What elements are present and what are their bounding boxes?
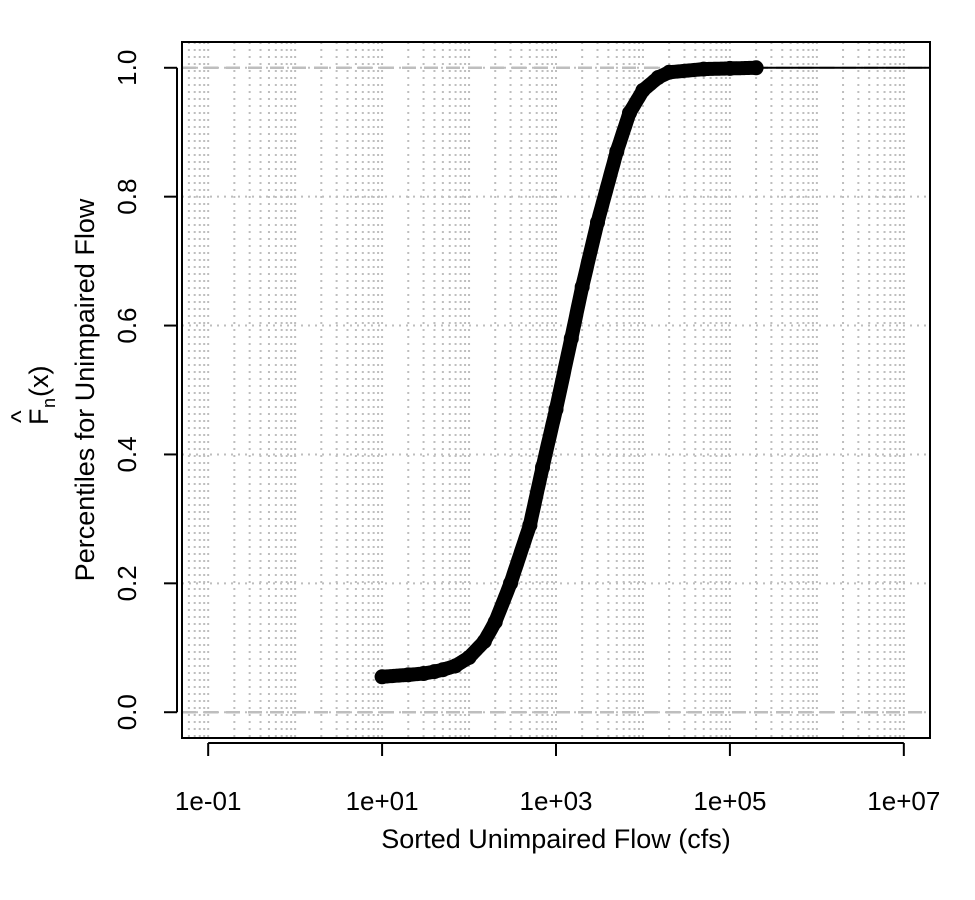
x-axis: 1e-01 1e+01 1e+03 1e+05 1e+07 bbox=[175, 742, 940, 816]
y-tick-label: 0.2 bbox=[112, 565, 142, 601]
x-tick-label: 1e+01 bbox=[346, 786, 419, 816]
y-tick-label: 0.8 bbox=[112, 179, 142, 215]
y-axis: 0.0 0.2 0.4 0.6 0.8 1.0 bbox=[112, 50, 178, 730]
y-tick-label: 1.0 bbox=[112, 50, 142, 86]
y-axis-title-line2: ^ F n (x) bbox=[6, 366, 59, 425]
x-tick-label: 1e+07 bbox=[867, 786, 940, 816]
plot-frame bbox=[181, 41, 931, 739]
ecdf-point bbox=[448, 658, 464, 674]
ecdf-point bbox=[548, 401, 564, 417]
ecdf-series bbox=[374, 60, 930, 685]
ecdf-point bbox=[635, 82, 651, 98]
ecdf-point bbox=[476, 633, 492, 649]
ecdf-point bbox=[563, 330, 579, 346]
ecdf-point bbox=[621, 105, 637, 121]
y-axis-title-hat: ^ bbox=[6, 410, 36, 423]
ecdf-point bbox=[696, 61, 712, 77]
ecdf-point bbox=[661, 64, 677, 80]
x-axis-title: Sorted Unimpaired Flow (cfs) bbox=[381, 824, 731, 854]
ecdf-point bbox=[535, 459, 551, 475]
y-tick-label: 0.0 bbox=[112, 694, 142, 730]
ecdf-point bbox=[400, 667, 416, 683]
x-tick-label: 1e+03 bbox=[519, 786, 592, 816]
ecdf-point bbox=[589, 214, 605, 230]
ecdf-point bbox=[722, 60, 738, 76]
x-tick-label: 1e+05 bbox=[693, 786, 766, 816]
ecdf-point bbox=[522, 517, 538, 533]
ecdf-point bbox=[435, 662, 451, 678]
ecdf-point bbox=[609, 144, 625, 160]
ecdf-point bbox=[374, 669, 390, 685]
x-tick-label: 1e-01 bbox=[175, 786, 242, 816]
y-axis-title-F: F bbox=[24, 409, 54, 426]
ecdf-point bbox=[574, 279, 590, 295]
y-axis-title-subscript: n bbox=[39, 398, 59, 408]
y-axis-title-line1: Percentiles for Unimpaired Flow bbox=[70, 198, 100, 581]
ecdf-point bbox=[748, 60, 764, 76]
y-axis-title-arg: (x) bbox=[24, 366, 54, 397]
ecdf-point bbox=[487, 614, 503, 630]
y-tick-label: 0.4 bbox=[112, 436, 142, 472]
ecdf-curve bbox=[375, 60, 764, 684]
y-tick-label: 0.6 bbox=[112, 307, 142, 343]
ecdf-point bbox=[503, 575, 519, 591]
ecdf-point bbox=[461, 649, 477, 665]
